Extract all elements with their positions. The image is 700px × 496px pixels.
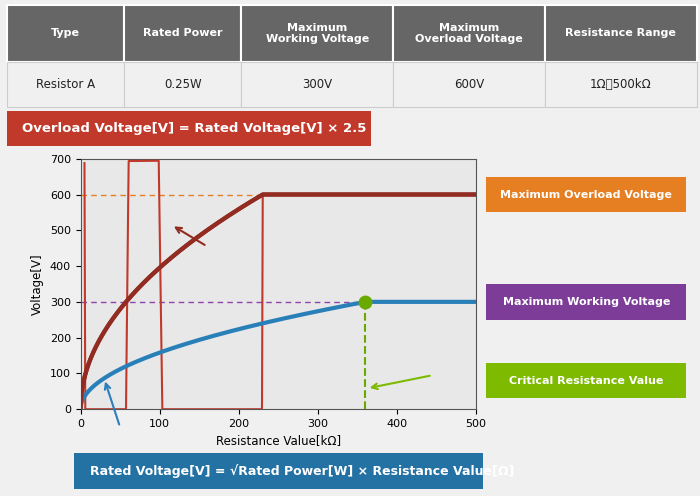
FancyBboxPatch shape <box>393 62 545 107</box>
FancyBboxPatch shape <box>7 111 371 146</box>
Text: Rated Voltage[V] = √Rated Power[W] × Resistance Value[Ω]: Rated Voltage[V] = √Rated Power[W] × Res… <box>90 464 514 478</box>
Text: 600V: 600V <box>454 78 484 91</box>
FancyBboxPatch shape <box>486 284 686 320</box>
Text: 1Ω～500kΩ: 1Ω～500kΩ <box>590 78 652 91</box>
FancyBboxPatch shape <box>545 5 696 62</box>
FancyBboxPatch shape <box>486 177 686 212</box>
Text: Resistance Range: Resistance Range <box>565 28 676 38</box>
FancyBboxPatch shape <box>486 363 686 398</box>
Text: Maximum
Overload Voltage: Maximum Overload Voltage <box>415 23 523 44</box>
FancyBboxPatch shape <box>7 5 124 62</box>
FancyBboxPatch shape <box>545 62 696 107</box>
Text: Overload Voltage[V] = Rated Voltage[V] × 2.5: Overload Voltage[V] = Rated Voltage[V] ×… <box>22 122 366 135</box>
Text: Maximum Overload Voltage: Maximum Overload Voltage <box>500 189 672 199</box>
Text: Maximum Working Voltage: Maximum Working Voltage <box>503 297 670 307</box>
FancyBboxPatch shape <box>124 62 242 107</box>
FancyBboxPatch shape <box>393 5 545 62</box>
Text: Critical Resistance Value: Critical Resistance Value <box>509 375 664 385</box>
FancyBboxPatch shape <box>7 62 124 107</box>
Text: Type: Type <box>51 28 80 38</box>
Text: 0.25W: 0.25W <box>164 78 202 91</box>
FancyBboxPatch shape <box>124 5 242 62</box>
Text: Maximum
Working Voltage: Maximum Working Voltage <box>266 23 369 44</box>
X-axis label: Resistance Value[kΩ]: Resistance Value[kΩ] <box>216 434 341 447</box>
Text: 300V: 300V <box>302 78 332 91</box>
Text: Resistor A: Resistor A <box>36 78 95 91</box>
FancyBboxPatch shape <box>74 453 483 489</box>
FancyBboxPatch shape <box>241 5 393 62</box>
Y-axis label: Voltage[V]: Voltage[V] <box>31 253 44 315</box>
FancyBboxPatch shape <box>241 62 393 107</box>
Text: Rated Power: Rated Power <box>143 28 223 38</box>
